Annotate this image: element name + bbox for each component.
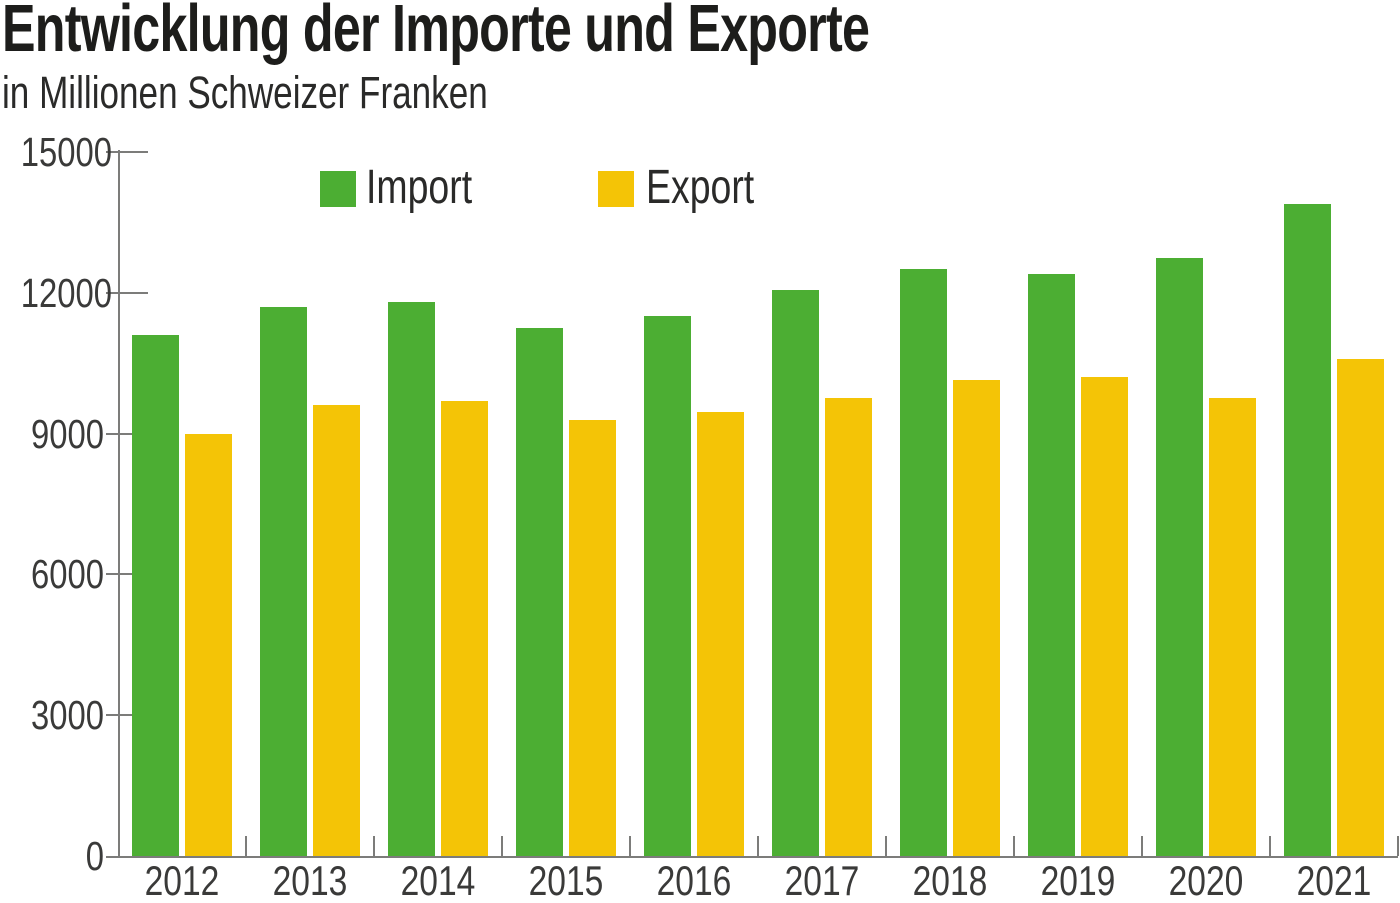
x-label-2016: 2016 <box>656 857 732 903</box>
bar-import-2019 <box>1028 274 1075 856</box>
bar-export-2019 <box>1081 377 1128 856</box>
x-label-2020: 2020 <box>1168 857 1244 903</box>
bar-export-2012 <box>185 434 232 856</box>
bar-import-2018 <box>900 269 947 856</box>
y-axis-line <box>118 150 120 858</box>
x-label-2019: 2019 <box>1040 857 1116 903</box>
bar-export-2013 <box>313 405 360 856</box>
x-label-2013: 2013 <box>272 857 348 903</box>
y-tick-label-15000: 15000 <box>20 129 113 175</box>
y-tick-12000 <box>106 291 148 294</box>
x-boundary-tick-8 <box>1141 836 1143 856</box>
bar-export-2015 <box>569 420 616 856</box>
legend-swatch-export <box>598 171 634 207</box>
y-tick-9000 <box>106 432 148 435</box>
x-label-2012: 2012 <box>144 857 220 903</box>
x-label-2014: 2014 <box>400 857 476 903</box>
legend-label-import: Import <box>366 161 473 214</box>
x-boundary-tick-10 <box>1397 836 1399 856</box>
bar-import-2020 <box>1156 258 1203 856</box>
x-boundary-tick-3 <box>501 836 503 856</box>
bar-export-2017 <box>825 398 872 856</box>
y-tick-3000 <box>106 714 148 717</box>
bar-import-2015 <box>516 328 563 856</box>
y-tick-label-9000: 9000 <box>31 410 105 457</box>
y-tick-6000 <box>106 573 148 576</box>
bar-import-2014 <box>388 302 435 856</box>
x-boundary-tick-9 <box>1269 836 1271 856</box>
y-tick-label-6000: 6000 <box>31 551 105 598</box>
x-boundary-tick-5 <box>757 836 759 856</box>
legend-label-export: Export <box>646 161 755 214</box>
y-tick-15000 <box>106 151 148 153</box>
x-boundary-tick-7 <box>1013 836 1015 856</box>
y-tick-label-3000: 3000 <box>31 692 105 739</box>
x-label-2015: 2015 <box>528 857 604 903</box>
y-tick-label-12000: 12000 <box>20 269 113 316</box>
bar-export-2021 <box>1337 359 1384 856</box>
x-label-2021: 2021 <box>1296 857 1372 903</box>
x-axis-line <box>106 856 1398 858</box>
legend-swatch-import <box>320 171 356 207</box>
bar-import-2021 <box>1284 204 1331 856</box>
x-boundary-tick-4 <box>629 836 631 856</box>
y-tick-label-0: 0 <box>85 833 104 879</box>
bar-import-2017 <box>772 290 819 856</box>
bar-import-2012 <box>132 335 179 856</box>
bar-export-2018 <box>953 380 1000 856</box>
x-boundary-tick-1 <box>245 836 247 856</box>
x-boundary-tick-2 <box>373 836 375 856</box>
bar-export-2020 <box>1209 398 1256 856</box>
bar-import-2013 <box>260 307 307 856</box>
chart-subtitle: in Millionen Schweizer Franken <box>2 67 488 118</box>
x-label-2018: 2018 <box>912 857 988 903</box>
bar-export-2016 <box>697 412 744 856</box>
x-boundary-tick-6 <box>885 836 887 856</box>
bar-import-2016 <box>644 316 691 856</box>
bar-export-2014 <box>441 401 488 856</box>
chart-title: Entwicklung der Importe und Exporte <box>2 0 870 66</box>
x-label-2017: 2017 <box>784 857 860 903</box>
